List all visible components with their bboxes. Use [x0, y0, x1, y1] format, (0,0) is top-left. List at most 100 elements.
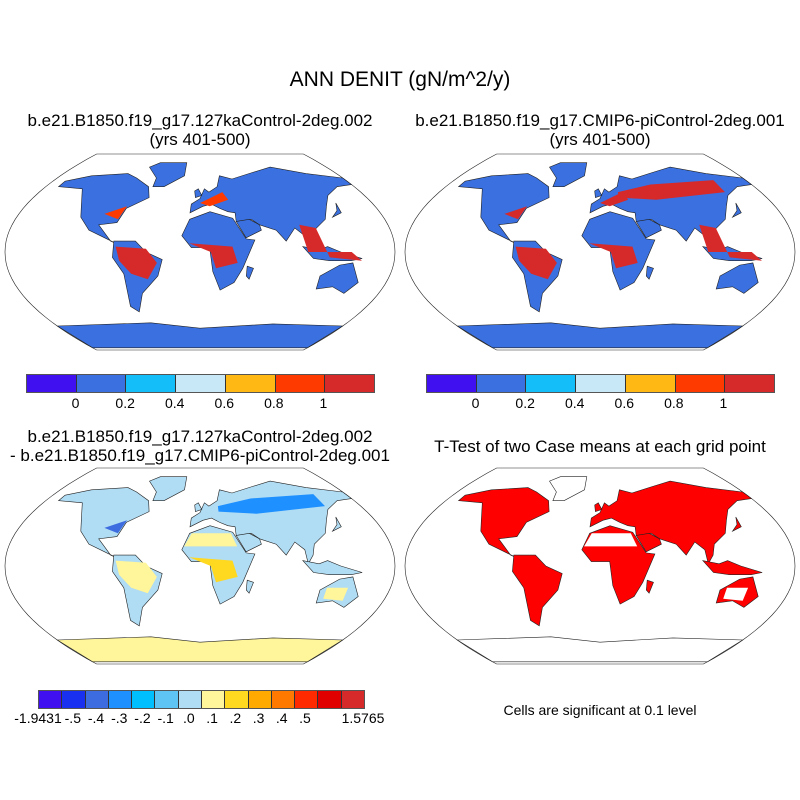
landmass-gr [549, 162, 588, 187]
panel3-title-line2: - b.e21.B1850.f19_g17.CMIP6-piControl-2d… [10, 446, 390, 465]
figure-title: ANN DENIT (gN/m^2/y) [289, 68, 511, 91]
panel1-title-line2: (yrs 401-500) [149, 130, 251, 149]
landmass-an [456, 636, 744, 663]
colorbar-label: 0.2 [115, 395, 135, 411]
colorbar-label: -.3 [111, 710, 128, 726]
colorbar-swatch [576, 375, 626, 392]
colorbar-swatch [725, 375, 775, 392]
panel4-title: T-Test of two Case means at each grid po… [434, 437, 766, 456]
colorbar-label: .3 [252, 710, 265, 726]
colorbar-swatch [225, 375, 276, 392]
landmass-ar [235, 218, 262, 239]
landmass-jp [731, 202, 742, 218]
field-region-eus [504, 206, 528, 220]
field-region-cafr [189, 557, 238, 583]
panel1-title-line1: b.e21.B1850.f19_g17.127kaControl-2deg.00… [27, 111, 373, 130]
landmass-au [715, 262, 759, 294]
field-region-boreal [217, 494, 325, 514]
landmass-gr [549, 476, 588, 502]
landmass-mg [245, 265, 254, 280]
field-region-amazon [115, 246, 157, 280]
colorbar-swatch [27, 375, 77, 392]
colorbar-label: .2 [229, 710, 242, 726]
colorbar-swatch [325, 375, 375, 392]
landmass-jp [331, 202, 342, 218]
landmass-jp [331, 516, 342, 532]
landmass-sa [512, 554, 563, 627]
landmass-uk [194, 502, 203, 513]
colorbar-swatch [132, 691, 156, 708]
field-region-caus [723, 587, 749, 601]
panel2-title-line2: (yrs 401-500) [549, 130, 651, 149]
landmass-na [57, 173, 150, 244]
landmass-an [456, 322, 744, 349]
colorbar-swatch [76, 375, 127, 392]
field-region-boreal [617, 180, 725, 200]
colorbar-panel1 [26, 374, 375, 393]
map-panel4-ttest [404, 467, 796, 665]
landmass-na [457, 173, 550, 244]
landmass-an [56, 322, 344, 349]
colorbar-swatch [201, 691, 226, 708]
colorbar-label: 0.4 [564, 395, 585, 411]
colorbar-label: -.4 [87, 710, 105, 726]
landmass-ar [635, 218, 662, 239]
colorbar-label: -.2 [134, 710, 151, 726]
colorbar-swatch [85, 691, 109, 708]
colorbar-swatch [318, 691, 342, 708]
colorbar-swatch [108, 691, 133, 708]
landmass-au [315, 262, 359, 294]
colorbar-swatch [427, 375, 477, 392]
colorbar-swatch [476, 375, 527, 392]
colorbar-label: 0.6 [214, 395, 235, 411]
landmass-na [57, 487, 150, 558]
landmass-uk [594, 502, 603, 513]
colorbar-label: 1 [319, 395, 328, 411]
colorbar-swatch [39, 691, 63, 708]
landmass-ar [235, 532, 262, 553]
field-region-amazon [515, 246, 557, 280]
landmass-id [301, 560, 363, 576]
colorbar-swatch [248, 691, 272, 708]
landmass-ar [635, 532, 662, 553]
colorbar-label: 0 [471, 395, 480, 411]
colorbar-swatch [275, 375, 326, 392]
colorbar-swatch [295, 691, 319, 708]
map-panel1 [4, 153, 396, 351]
field-region-eur [200, 192, 229, 207]
colorbar-swatch [625, 375, 676, 392]
colorbar-label: -1.9431 [14, 710, 62, 726]
field-region-eus [104, 206, 128, 220]
colorbar-label: 1 [719, 395, 728, 411]
colorbar-label: 0.4 [164, 395, 185, 411]
significance-note: Cells are significant at 0.1 level [503, 702, 697, 718]
landmass-mg [645, 579, 654, 594]
landmass-na [457, 487, 550, 558]
field-region-sea [299, 224, 362, 261]
colorbar-swatch [178, 691, 202, 708]
landmass-gr [149, 476, 188, 502]
landmass-mg [645, 265, 654, 280]
colorbar-label: 0.6 [614, 395, 635, 411]
landmass-an [56, 636, 344, 663]
colorbar-label: 0 [71, 395, 80, 411]
landmass-uk [194, 188, 203, 199]
colorbar-swatch [126, 375, 177, 392]
landmass-gr [149, 162, 188, 187]
panel2-title-line1: b.e21.B1850.f19_g17.CMIP6-piControl-2deg… [415, 111, 785, 130]
colorbar-label: 0.8 [664, 395, 684, 411]
landmass-id [701, 560, 763, 576]
map-panel2 [404, 153, 796, 351]
map-panel3-difference [4, 467, 396, 665]
colorbar-swatch [62, 691, 86, 708]
field-region-sahara [184, 533, 238, 547]
field-region-caus [323, 587, 349, 601]
landmass-eu [589, 480, 753, 565]
colorbar-label: .4 [275, 710, 288, 726]
colorbar-swatch [271, 691, 296, 708]
colorbar-label: .1 [206, 710, 218, 726]
colorbar-swatch [225, 691, 249, 708]
landmass-uk [594, 188, 603, 199]
